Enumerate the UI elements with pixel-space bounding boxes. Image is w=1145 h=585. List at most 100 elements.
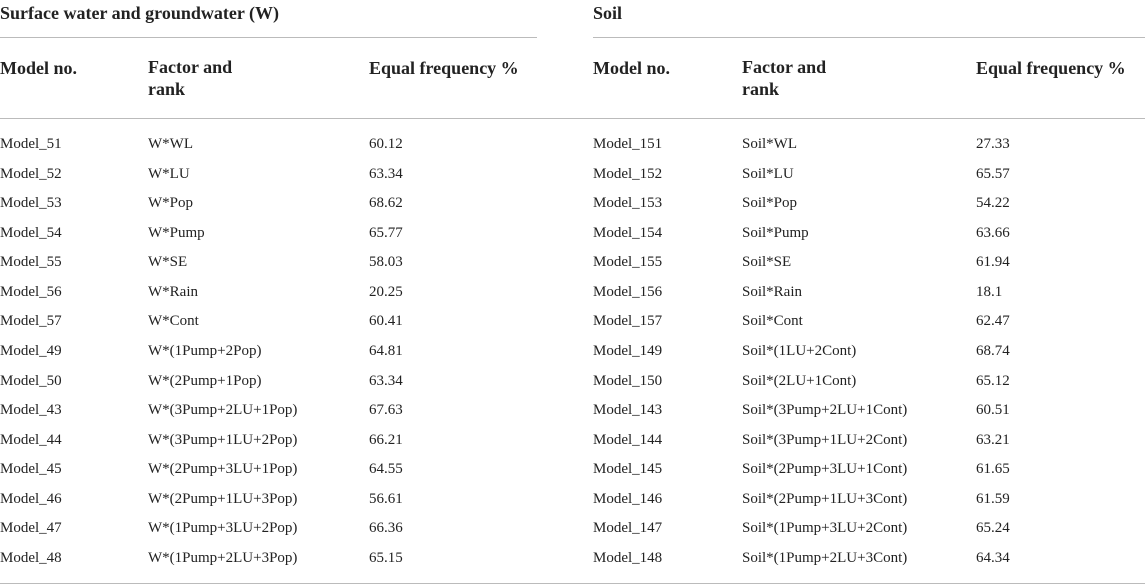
table-cell: 64.55 xyxy=(369,461,403,478)
table-cell: W*Pop xyxy=(148,195,193,212)
column-header: Equal frequency % xyxy=(369,58,519,78)
table-cell: Model_153 xyxy=(593,195,663,212)
table-cell: Soil*(1LU+2Cont) xyxy=(742,342,857,359)
table-cell: Model_156 xyxy=(593,283,663,300)
table-cell: Model_143 xyxy=(593,402,663,419)
table-cell: W*Pump xyxy=(148,224,205,241)
table-cell: Soil*WL xyxy=(742,136,797,152)
rule xyxy=(0,37,537,38)
table-cell: Soil*(2Pump+3LU+1Cont) xyxy=(742,461,908,478)
table-cell: Soil*Pop xyxy=(742,195,798,212)
rule xyxy=(0,118,1145,119)
table-cell: Model_53 xyxy=(0,195,62,212)
table-cell: Model_149 xyxy=(593,342,663,359)
table-cell: Soil*(3Pump+2LU+1Cont) xyxy=(742,402,908,419)
table-cell: Soil*(1Pump+3LU+2Cont) xyxy=(742,520,908,537)
table-cell: W*(3Pump+1LU+2Pop) xyxy=(148,431,298,448)
table-cell: 64.81 xyxy=(369,342,403,359)
table-cell: 54.22 xyxy=(976,195,1010,212)
table-cell: Model_44 xyxy=(0,431,62,448)
rule xyxy=(0,583,1145,584)
table-cell: Model_43 xyxy=(0,402,62,419)
table-cell: Model_56 xyxy=(0,283,62,300)
table-cell: 18.1 xyxy=(976,283,1003,300)
table-cell: 65.57 xyxy=(976,165,1010,182)
table-cell: Model_52 xyxy=(0,165,62,182)
table-cell: Model_54 xyxy=(0,224,62,241)
table-cell: 56.61 xyxy=(369,490,403,507)
column-header: Equal frequency % xyxy=(976,58,1126,78)
table-cell: W*(2Pump+3LU+1Pop) xyxy=(148,461,298,478)
table-cell: Model_144 xyxy=(593,431,663,448)
table-cell: Model_155 xyxy=(593,254,663,271)
table-cell: Model_49 xyxy=(0,342,62,359)
table-cell: W*Cont xyxy=(148,313,199,330)
table-cell: Model_48 xyxy=(0,549,62,566)
table-cell: Model_55 xyxy=(0,254,62,271)
table-cell: 20.25 xyxy=(369,283,403,300)
column-header: Factor and rank xyxy=(148,57,233,99)
table-cell: 60.51 xyxy=(976,402,1010,419)
table-cell: Model_46 xyxy=(0,490,62,507)
table-cell: Model_150 xyxy=(593,372,663,389)
table-cell: Model_154 xyxy=(593,224,663,241)
table-cell: Model_147 xyxy=(593,520,663,537)
table-cell: 65.12 xyxy=(976,372,1010,389)
table-cell: W*Rain xyxy=(148,283,198,300)
table-cell: 63.34 xyxy=(369,165,403,182)
table-cell: Soil*(3Pump+1LU+2Cont) xyxy=(742,431,908,448)
table-cell: 65.77 xyxy=(369,224,403,241)
table-cell: Soil*LU xyxy=(742,165,794,182)
table-cell: 61.65 xyxy=(976,461,1010,478)
table-cell: 63.34 xyxy=(369,372,403,389)
table-cell: 27.33 xyxy=(976,136,1010,152)
table-cell: Model_152 xyxy=(593,165,663,182)
table-cell: W*(2Pump+1Pop) xyxy=(148,372,262,389)
column-header: Model no. xyxy=(593,58,671,78)
table-cell: W*(3Pump+2LU+1Pop) xyxy=(148,402,298,419)
table-cell: W*(1Pump+3LU+2Pop) xyxy=(148,520,298,537)
table-cell: Soil*Pump xyxy=(742,224,809,241)
table-cell: W*(1Pump+2LU+3Pop) xyxy=(148,549,298,566)
table-cell: 61.94 xyxy=(976,254,1010,271)
table-cell: W*SE xyxy=(148,254,188,271)
table-cell: W*(1Pump+2Pop) xyxy=(148,342,262,359)
table-cell: Soil*Cont xyxy=(742,313,803,330)
table-cell: Soil*SE xyxy=(742,254,792,271)
table-cell: Soil*Rain xyxy=(742,283,803,300)
table-cell: Model_57 xyxy=(0,313,62,330)
table-cell: 58.03 xyxy=(369,254,403,271)
table-title: Soil xyxy=(593,3,623,23)
table-cell: 60.41 xyxy=(369,313,403,330)
column-header: Factor and rank xyxy=(742,57,827,99)
table-cell: 68.74 xyxy=(976,342,1010,359)
column-header: Model no. xyxy=(0,58,78,78)
table-cell: Model_151 xyxy=(593,136,663,152)
table-cell: W*WL xyxy=(148,136,193,152)
table-cell: Model_157 xyxy=(593,313,663,330)
table-cell: 66.21 xyxy=(369,431,403,448)
table-cell: 60.12 xyxy=(369,136,403,152)
table-cell: 67.63 xyxy=(369,402,403,419)
table-cell: Model_47 xyxy=(0,520,62,537)
table-cell: W*(2Pump+1LU+3Pop) xyxy=(148,490,298,507)
table-cell: Model_146 xyxy=(593,490,663,507)
table-cell: 66.36 xyxy=(369,520,403,537)
table-cell: 63.66 xyxy=(976,224,1010,241)
table-cell: 62.47 xyxy=(976,313,1010,330)
table-cell: 68.62 xyxy=(369,195,403,212)
rule xyxy=(593,37,1145,38)
table-cell: 63.21 xyxy=(976,431,1010,448)
table-cell: Model_51 xyxy=(0,136,62,152)
table-cell: W*LU xyxy=(148,165,190,182)
table-cell: 61.59 xyxy=(976,490,1010,507)
table-cell: 65.24 xyxy=(976,520,1010,537)
table-cell: 64.34 xyxy=(976,549,1010,566)
table-title: Surface water and groundwater (W) xyxy=(0,3,279,23)
table-cell: Model_50 xyxy=(0,372,62,389)
table-cell: Model_145 xyxy=(593,461,663,478)
table-cell: Model_148 xyxy=(593,549,663,566)
table-cell: Soil*(2Pump+1LU+3Cont) xyxy=(742,490,908,507)
table-cell: Soil*(2LU+1Cont) xyxy=(742,372,857,389)
